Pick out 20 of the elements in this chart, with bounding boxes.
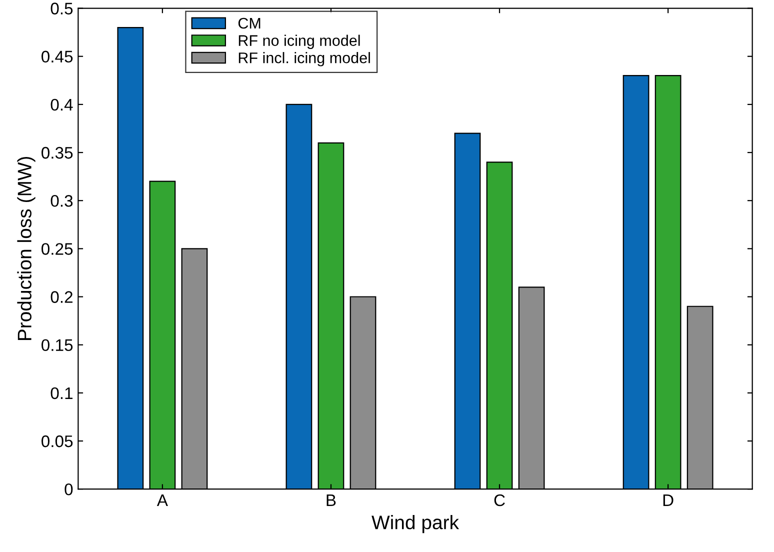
legend-label: RF incl. icing model	[238, 52, 370, 66]
y-tick-label: 0.35	[42, 146, 73, 159]
y-tick-label: 0	[64, 483, 73, 496]
legend-label: RF no icing model	[238, 34, 360, 49]
x-tick-label: D	[663, 494, 674, 506]
y-tick-label: 0.4	[50, 98, 73, 111]
y-tick-label: 0.45	[42, 50, 73, 63]
y-tick-label: 0.15	[42, 339, 73, 352]
legend-label: CM	[238, 18, 260, 29]
y-tick-label: 0.05	[42, 435, 73, 448]
x-tick-label: B	[326, 494, 336, 506]
y-tick-label: 0.25	[42, 243, 73, 255]
y-tick-label: 0.2	[50, 291, 72, 303]
x-tick-label: C	[494, 494, 505, 506]
y-tick-label: 0.5	[50, 2, 73, 14]
y-tick-label: 0.3	[50, 195, 73, 207]
x-tick-label: A	[156, 494, 168, 506]
y-tick-label: 0.1	[50, 387, 72, 400]
x-axis-title: Wind park	[372, 515, 460, 534]
y-axis-title: Production loss (MW)	[17, 156, 36, 340]
